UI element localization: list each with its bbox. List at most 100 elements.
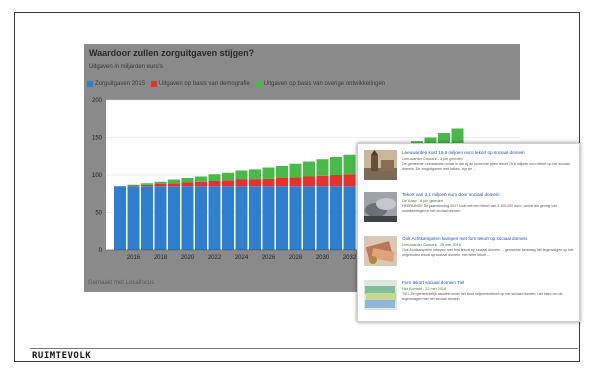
y-tick-label: 0 xyxy=(99,248,103,254)
result-source: De Kaap - 6 jun geleden xyxy=(402,199,443,203)
bar-segment xyxy=(343,174,356,187)
bar-segment xyxy=(235,179,248,187)
bar-segment xyxy=(114,186,126,250)
bar-segment xyxy=(276,186,288,250)
bar-segment xyxy=(141,184,153,187)
result-title[interactable]: Ook Achtkarspelen kampen met fors tekort… xyxy=(402,236,528,241)
bar-segment xyxy=(181,178,194,183)
y-tick-label: 100 xyxy=(92,173,103,179)
bar-segment xyxy=(181,182,194,187)
chart-title: Waardoor zullen zorguitgaven stijgen? xyxy=(89,48,255,58)
bar-segment xyxy=(235,170,248,180)
y-tick-label: 200 xyxy=(92,98,103,104)
bar-segment xyxy=(208,181,221,187)
bar-segment xyxy=(330,157,342,175)
legend-label: Uitgaven op basis van overige ontwikkeli… xyxy=(263,81,386,87)
bar-segment xyxy=(303,176,315,187)
chart-footer: Gemaakt met Localfocus xyxy=(88,280,155,286)
x-tick-label: 2020 xyxy=(181,255,195,261)
bar-segment xyxy=(289,177,302,187)
brand-logo: RUIMTEVOLK xyxy=(32,351,92,361)
bar-segment xyxy=(195,181,207,187)
bar-segment xyxy=(343,154,356,175)
search-result[interactable]: Ook Achtkarspelen kampen met fors tekort… xyxy=(364,236,578,274)
result-source: Het Kontakt - 22 mei 2018 xyxy=(402,287,447,291)
bar-segment xyxy=(154,184,167,187)
bar-segment xyxy=(127,186,140,250)
result-title[interactable]: Tekort van 3,1 miljoen euro door sociaal… xyxy=(402,192,500,197)
bar-segment xyxy=(262,178,275,187)
chart-legend: Zorguitgaven 2015 Uitgaven op basis van … xyxy=(87,81,385,87)
result-snippet: HEERLINGE De jaarrekening 2017 sluit met… xyxy=(402,204,558,213)
legend-label: Zorguitgaven 2015 xyxy=(95,81,146,87)
search-result[interactable]: Tekort van 3,1 miljoen euro door sociaal… xyxy=(364,192,578,230)
y-tick-label: 50 xyxy=(95,211,102,217)
bar-segment xyxy=(330,186,342,250)
chart-subtitle: Uitgaven in miljarden euro's xyxy=(89,64,163,70)
church-thumbnail-icon xyxy=(364,150,397,180)
legend-item-overige: Uitgaven op basis van overige ontwikkeli… xyxy=(255,81,386,87)
bar-segment xyxy=(303,186,315,250)
money-thumbnail-icon xyxy=(364,236,397,266)
x-tick-label: 2016 xyxy=(127,255,141,261)
bar-segment xyxy=(249,186,261,250)
bar-segment xyxy=(262,167,275,179)
bar-segment xyxy=(276,166,288,178)
bar-segment xyxy=(195,186,207,250)
bar-segment xyxy=(181,186,194,250)
result-title[interactable]: Fors tekort sociaal domein Tiel xyxy=(402,280,465,285)
bar-segment xyxy=(235,186,248,250)
bar-segment xyxy=(154,181,167,184)
x-tick-label: 2030 xyxy=(316,255,330,261)
bar-segment xyxy=(222,186,234,250)
result-snippet: Ook Achtkarspelen kampen met fors tekort… xyxy=(402,248,574,257)
legend-item-zorguitgaven: Zorguitgaven 2015 xyxy=(87,81,145,87)
result-source: Leeuwarder Courant - 3 jun geleden xyxy=(402,157,463,161)
bar-segment xyxy=(343,186,356,250)
footer-divider xyxy=(30,348,578,349)
bar-segment xyxy=(141,183,153,185)
bar-segment xyxy=(222,172,234,181)
bar-segment xyxy=(249,179,261,187)
bar-segment xyxy=(154,186,167,250)
bar-segment xyxy=(262,186,275,250)
bar-segment xyxy=(127,185,140,187)
result-snippet: De gemeente Leeuwarden schat in dat zij … xyxy=(402,162,570,171)
bar-segment xyxy=(330,175,342,187)
bar-segment xyxy=(195,176,207,182)
search-result[interactable]: Fors tekort sociaal domein Tiel Het Kont… xyxy=(364,280,578,318)
x-tick-label: 2032 xyxy=(343,255,357,261)
bar-segment xyxy=(276,178,288,187)
x-tick-label: 2026 xyxy=(262,255,276,261)
bar-segment xyxy=(289,186,302,250)
bar-segment xyxy=(127,184,140,186)
bar-segment xyxy=(141,186,153,250)
coins-thumbnail-icon xyxy=(364,192,397,222)
search-results-card: Leeuwarden kost 19,8 miljoen euro tekort… xyxy=(357,143,580,322)
bar-segment xyxy=(208,186,221,250)
bar-segment xyxy=(289,163,302,178)
bar-segment xyxy=(168,183,180,187)
bar-segment xyxy=(222,180,234,187)
bar-segment xyxy=(303,161,315,177)
result-snippet: TIEL Zin gemeentelijk aandeel sinds het … xyxy=(402,292,563,301)
result-source: Leeuwarder Courant - 26 mei 2018 xyxy=(402,243,461,247)
legend-swatch-blue xyxy=(87,81,93,87)
bar-segment xyxy=(316,175,329,187)
x-tick-label: 2018 xyxy=(154,255,168,261)
x-tick-label: 2022 xyxy=(208,255,222,261)
legend-label: Uitgaven op basis van demografie xyxy=(159,81,250,87)
x-tick-label: 2024 xyxy=(235,255,249,261)
x-tick-label: 2028 xyxy=(289,255,303,261)
search-result[interactable]: Leeuwarden kost 19,8 miljoen euro tekort… xyxy=(364,150,578,188)
result-title[interactable]: Leeuwarden kost 19,8 miljoen euro tekort… xyxy=(402,150,525,155)
bar-segment xyxy=(168,186,180,250)
banknotes-thumbnail-icon xyxy=(364,280,397,310)
legend-item-demografie: Uitgaven op basis van demografie xyxy=(151,81,250,87)
bar-segment xyxy=(316,159,329,176)
y-tick-label: 150 xyxy=(92,136,103,142)
bar-segment xyxy=(168,179,180,184)
bar-segment xyxy=(208,174,221,181)
legend-swatch-green xyxy=(255,81,262,87)
bar-segment xyxy=(249,169,261,180)
